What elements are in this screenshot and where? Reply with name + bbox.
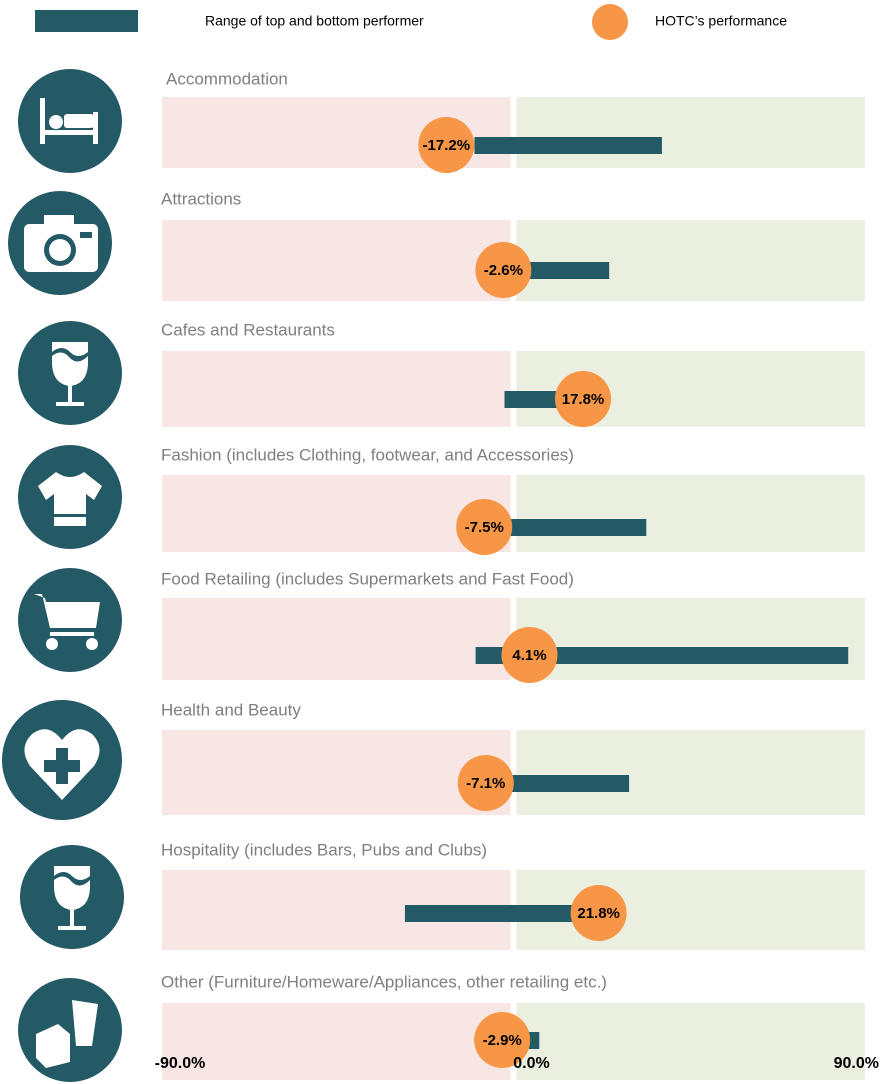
- range-bar: [404, 905, 600, 922]
- value-label: 21.8%: [577, 905, 620, 922]
- value-label: 17.8%: [562, 391, 605, 408]
- negative-band: [162, 351, 511, 427]
- negative-band: [162, 730, 511, 815]
- category-label: Fashion (includes Clothing, footwear, an…: [161, 445, 574, 464]
- performance-dot: [456, 499, 513, 555]
- range-bar: [486, 775, 630, 792]
- positive-band: [516, 598, 865, 680]
- performance-dot: [418, 117, 475, 173]
- icon-other: [18, 978, 122, 1082]
- range-bar: [475, 647, 849, 664]
- range-bar: [484, 519, 647, 536]
- positive-band: [516, 475, 865, 552]
- legend-label: HOTC’s performance: [655, 13, 787, 29]
- performance-dot: [555, 371, 612, 427]
- value-label: -2.9%: [483, 1032, 522, 1049]
- value-label: -2.6%: [484, 262, 523, 279]
- value-label: 4.1%: [512, 647, 546, 664]
- category-label: Health and Beauty: [161, 700, 301, 719]
- icons: [2, 69, 124, 1082]
- value-label: -17.2%: [423, 137, 471, 154]
- negative-band: [162, 1003, 511, 1080]
- x-tick-label: 0.0%: [513, 1055, 549, 1072]
- category-label: Food Retailing (includes Supermarkets an…: [161, 569, 574, 588]
- negative-band: [162, 598, 511, 680]
- performance-dot: [474, 1012, 531, 1068]
- legend-label: Range of top and bottom performer: [205, 13, 424, 29]
- legend-swatch-dot: [592, 4, 628, 40]
- positive-band: [516, 730, 865, 815]
- performance-dot: [457, 755, 514, 811]
- negative-band: [162, 475, 511, 552]
- range-bar: [474, 137, 662, 154]
- value-label: -7.5%: [465, 519, 504, 536]
- performance-dot: [501, 627, 558, 683]
- performance-dot: [475, 242, 532, 298]
- range-bar: [509, 262, 610, 279]
- performance-dot: [570, 885, 627, 941]
- positive-band: [516, 97, 865, 168]
- value-label: -7.1%: [466, 775, 505, 792]
- x-tick-label: 90.0%: [834, 1055, 879, 1072]
- category-label: Cafes and Restaurants: [161, 320, 335, 339]
- category-label: Accommodation: [166, 69, 288, 88]
- x-tick-label: -90.0%: [155, 1055, 206, 1072]
- positive-band: [516, 220, 865, 301]
- category-label: Hospitality (includes Bars, Pubs and Clu…: [161, 840, 487, 859]
- positive-band: [516, 1003, 865, 1080]
- category-label: Attractions: [161, 189, 241, 208]
- category-label: Other (Furniture/Homeware/Appliances, ot…: [161, 972, 607, 991]
- negative-band: [162, 220, 511, 301]
- legend-swatch-range: [35, 10, 138, 32]
